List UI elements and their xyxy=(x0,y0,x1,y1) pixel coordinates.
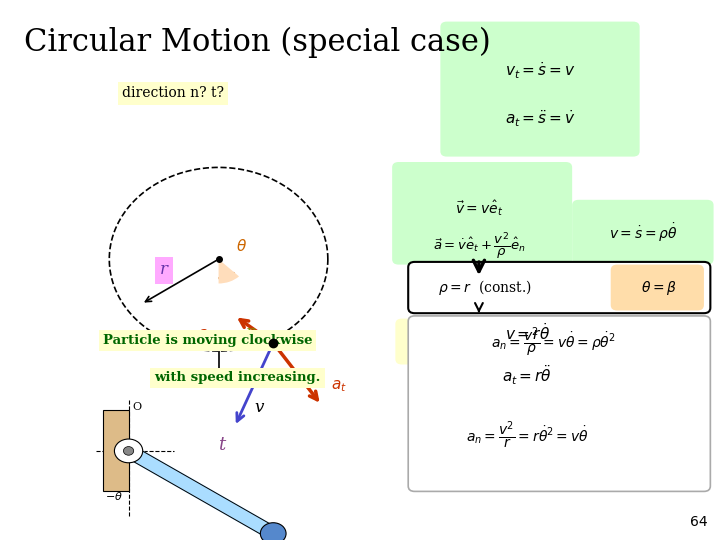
Text: n: n xyxy=(246,323,256,341)
Text: direction n? t?: direction n? t? xyxy=(122,86,224,100)
Wedge shape xyxy=(219,259,239,284)
Text: $a_t$: $a_t$ xyxy=(331,378,347,394)
Text: Circular Motion (special case): Circular Motion (special case) xyxy=(24,27,490,58)
Text: r: r xyxy=(160,261,168,279)
Text: $a_n$: $a_n$ xyxy=(198,327,215,343)
Circle shape xyxy=(114,439,143,463)
FancyBboxPatch shape xyxy=(408,262,711,313)
Text: $-\theta$: $-\theta$ xyxy=(105,490,123,502)
Text: 64: 64 xyxy=(690,515,707,529)
Text: O: O xyxy=(132,402,142,413)
Text: $v = \dot{s} = \rho\dot{\theta}$: $v = \dot{s} = \rho\dot{\theta}$ xyxy=(608,221,677,244)
Text: Particle is moving clockwise: Particle is moving clockwise xyxy=(103,334,312,347)
Circle shape xyxy=(123,447,134,455)
FancyBboxPatch shape xyxy=(392,162,572,265)
Text: $a_n = \dfrac{v^2}{\rho} = v\dot{\theta} = \rho\dot{\theta}^2$: $a_n = \dfrac{v^2}{\rho} = v\dot{\theta}… xyxy=(490,325,615,359)
FancyBboxPatch shape xyxy=(395,319,711,364)
Text: $v_t = \dot{s} = v$: $v_t = \dot{s} = v$ xyxy=(505,60,575,80)
FancyBboxPatch shape xyxy=(408,316,711,491)
Text: t: t xyxy=(218,436,225,455)
Text: $\rho = r$  (const.): $\rho = r$ (const.) xyxy=(438,278,533,298)
Polygon shape xyxy=(125,446,277,539)
Text: $\vec{a} = \dot{v}\hat{e}_t + \dfrac{v^2}{\rho}\hat{e}_n$: $\vec{a} = \dot{v}\hat{e}_t + \dfrac{v^2… xyxy=(433,231,525,261)
Text: $a_t = \ddot{s} = \dot{v}$: $a_t = \ddot{s} = \dot{v}$ xyxy=(505,109,575,129)
FancyBboxPatch shape xyxy=(572,200,714,265)
Text: with speed increasing.: with speed increasing. xyxy=(154,372,320,384)
FancyBboxPatch shape xyxy=(611,265,704,310)
Text: v: v xyxy=(254,399,264,416)
Bar xyxy=(103,410,129,491)
Text: $\vec{v} = v\hat{e}_t$: $\vec{v} = v\hat{e}_t$ xyxy=(455,198,503,218)
FancyBboxPatch shape xyxy=(441,22,639,157)
Text: $v = r\dot{\theta}$: $v = r\dot{\theta}$ xyxy=(505,322,549,342)
Text: $\theta$: $\theta$ xyxy=(235,238,246,254)
Text: $a_n = \dfrac{v^2}{r} = r\dot{\theta}^2 = v\dot{\theta}$: $a_n = \dfrac{v^2}{r} = r\dot{\theta}^2 … xyxy=(466,418,588,451)
Circle shape xyxy=(261,523,286,540)
Text: $a_t = r\ddot{\theta}$: $a_t = r\ddot{\theta}$ xyxy=(502,363,552,387)
Text: $\theta = \beta$: $\theta = \beta$ xyxy=(641,279,677,297)
